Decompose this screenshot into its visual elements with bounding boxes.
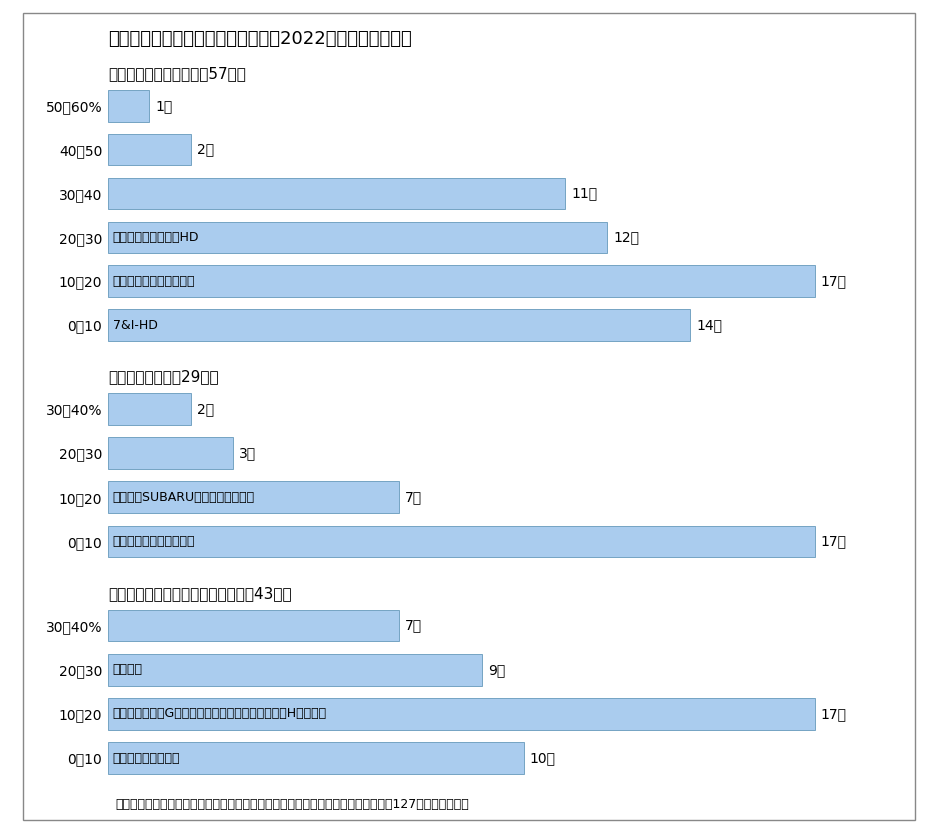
Text: 京セラ、キーエンス: 京セラ、キーエンス [113,752,180,764]
Text: 自動車セクター（29社）: 自動車セクター（29社） [108,369,219,384]
Text: の高い順。サントリー以外はＱＵＩＣＫ略称。満点は100％: の高い順。サントリー以外はＱＵＩＣＫ略称。満点は100％ [115,828,327,830]
Text: 9社: 9社 [489,662,506,676]
Text: 12社: 12社 [613,230,639,244]
Text: 企業人権ベンチマーク（ＣＨＲＢ）2022年調査の得点分布: 企業人権ベンチマーク（ＣＨＲＢ）2022年調査の得点分布 [108,31,412,48]
Text: 2社: 2社 [197,143,215,157]
Text: 1社: 1社 [156,99,173,113]
Bar [108,525,815,558]
Text: 10社: 10社 [530,751,556,765]
Text: 11社: 11社 [571,187,598,201]
Text: 3社: 3社 [239,446,256,460]
Text: マツダ、三菱自、スズキ: マツダ、三菱自、スズキ [113,535,195,548]
Bar [108,310,690,341]
Text: 食品・農産物セクター（57社）: 食品・農産物セクター（57社） [108,66,246,81]
Text: 7社: 7社 [405,491,422,505]
Text: 14社: 14社 [696,318,722,332]
Text: 17社: 17社 [821,707,847,721]
Bar [108,481,399,513]
Bar [108,742,523,774]
Text: 17社: 17社 [821,535,847,549]
Text: 17社: 17社 [821,274,847,288]
Text: トヨタ、SUBARU、ホンダ、日産自: トヨタ、SUBARU、ホンダ、日産自 [113,491,255,504]
Bar [108,654,482,686]
Bar [108,698,815,730]
Bar [108,393,191,425]
Bar [108,134,191,165]
Text: 村田製、ソニーG、日立、東エレク、パナソニックH、任天堂: 村田製、ソニーG、日立、東エレク、パナソニックH、任天堂 [113,707,327,720]
Bar [108,90,149,121]
Bar [108,609,399,642]
Text: 2社: 2社 [197,402,215,416]
Text: サントリー、キリンHD: サントリー、キリンHD [113,231,200,244]
Text: ＩＣＴ（情報通信技術）セクター（43社）: ＩＣＴ（情報通信技術）セクター（43社） [108,586,292,601]
Bar [108,437,233,469]
Text: アサヒ、イオン、伊藤忠: アサヒ、イオン、伊藤忠 [113,275,195,288]
Bar [108,222,607,253]
Text: 7社: 7社 [405,618,422,632]
Text: （注）食品・農産物、ＩＣＴ両セクターに集計されている企業が２社あるため合計127社。左から得点: （注）食品・農産物、ＩＣＴ両セクターに集計されている企業が２社あるため合計127… [115,798,469,811]
Bar [108,178,566,209]
Bar [108,266,815,297]
Text: キヤノン: キヤノン [113,663,143,676]
Text: 7&I-HD: 7&I-HD [113,319,158,331]
